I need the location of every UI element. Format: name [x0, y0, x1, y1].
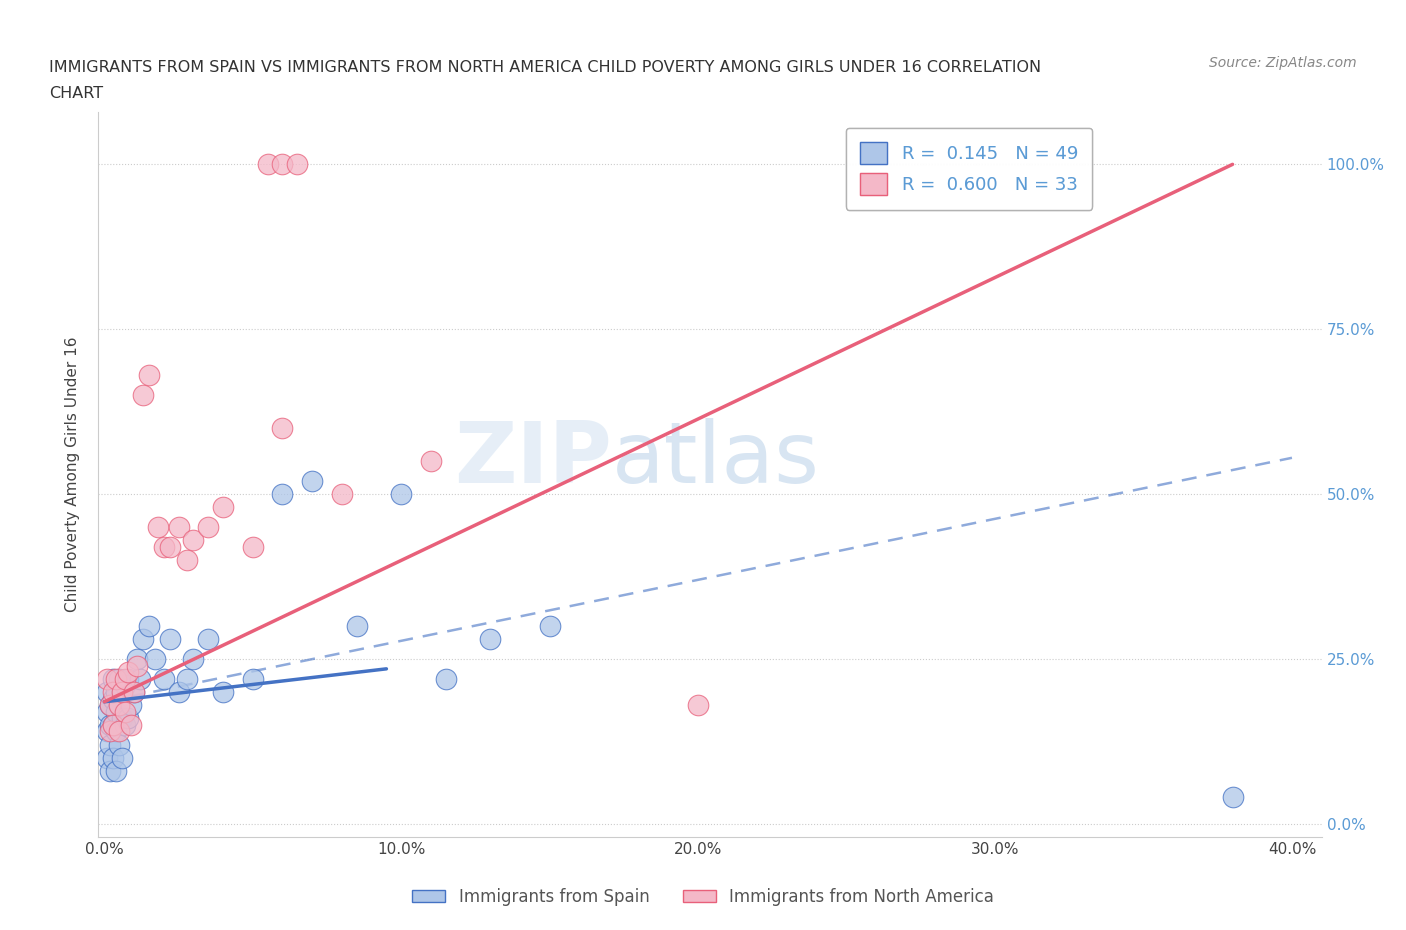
Point: [688, 698, 710, 712]
Point: [103, 717, 125, 732]
Point: [389, 486, 412, 501]
Point: [105, 764, 128, 778]
Point: [111, 751, 134, 765]
Point: [96, 724, 118, 739]
Point: [330, 486, 353, 501]
Point: [98, 717, 121, 732]
Point: [242, 671, 264, 686]
Point: [103, 751, 125, 765]
Point: [111, 684, 134, 699]
Point: [103, 717, 125, 732]
Point: [132, 631, 155, 646]
Point: [98, 737, 121, 752]
Point: [197, 631, 219, 646]
Point: [176, 671, 198, 686]
Point: [434, 671, 457, 686]
Point: [103, 671, 125, 686]
Point: [212, 499, 235, 514]
Point: [105, 671, 128, 686]
Point: [105, 684, 128, 699]
Point: [96, 671, 118, 686]
Point: [117, 665, 139, 680]
Point: [108, 671, 131, 686]
Legend: Immigrants from Spain, Immigrants from North America: Immigrants from Spain, Immigrants from N…: [405, 881, 1001, 912]
Point: [111, 684, 134, 699]
Point: [122, 684, 145, 699]
Point: [98, 698, 121, 712]
Point: [120, 698, 142, 712]
Point: [285, 157, 308, 172]
Point: [98, 764, 121, 778]
Point: [1222, 790, 1244, 804]
Point: [96, 704, 118, 719]
Point: [103, 684, 125, 699]
Text: Source: ZipAtlas.com: Source: ZipAtlas.com: [1209, 56, 1357, 70]
Text: CHART: CHART: [49, 86, 103, 100]
Point: [105, 704, 128, 719]
Point: [176, 552, 198, 567]
Point: [256, 157, 278, 172]
Point: [138, 618, 160, 633]
Point: [125, 658, 148, 673]
Text: ZIP: ZIP: [454, 418, 612, 501]
Point: [143, 652, 166, 667]
Point: [152, 671, 174, 686]
Legend: R =  0.145   N = 49, R =  0.600   N = 33: R = 0.145 N = 49, R = 0.600 N = 33: [845, 128, 1092, 210]
Point: [117, 671, 139, 686]
Point: [114, 717, 136, 732]
Point: [271, 157, 294, 172]
Point: [114, 704, 136, 719]
Text: IMMIGRANTS FROM SPAIN VS IMMIGRANTS FROM NORTH AMERICA CHILD POVERTY AMONG GIRLS: IMMIGRANTS FROM SPAIN VS IMMIGRANTS FROM…: [49, 60, 1042, 75]
Point: [271, 420, 294, 435]
Text: atlas: atlas: [612, 418, 820, 501]
Point: [167, 684, 190, 699]
Point: [111, 711, 134, 725]
Point: [96, 684, 118, 699]
Point: [212, 684, 235, 699]
Point: [301, 473, 323, 488]
Point: [98, 698, 121, 712]
Point: [117, 711, 139, 725]
Point: [138, 368, 160, 383]
Point: [197, 520, 219, 535]
Point: [98, 724, 121, 739]
Point: [114, 678, 136, 693]
Point: [538, 618, 561, 633]
Point: [159, 631, 181, 646]
Point: [103, 691, 125, 706]
Point: [183, 533, 205, 548]
Point: [242, 539, 264, 554]
Point: [108, 737, 131, 752]
Point: [108, 724, 131, 739]
Point: [479, 631, 502, 646]
Point: [96, 751, 118, 765]
Point: [152, 539, 174, 554]
Point: [167, 520, 190, 535]
Point: [105, 724, 128, 739]
Point: [159, 539, 181, 554]
Point: [346, 618, 368, 633]
Point: [183, 652, 205, 667]
Point: [122, 684, 145, 699]
Point: [114, 671, 136, 686]
Point: [271, 486, 294, 501]
Point: [129, 671, 152, 686]
Point: [125, 652, 148, 667]
Point: [108, 698, 131, 712]
Point: [108, 698, 131, 712]
Point: [146, 520, 169, 535]
Y-axis label: Child Poverty Among Girls Under 16: Child Poverty Among Girls Under 16: [65, 337, 80, 612]
Point: [420, 454, 443, 469]
Point: [120, 717, 142, 732]
Point: [132, 388, 155, 403]
